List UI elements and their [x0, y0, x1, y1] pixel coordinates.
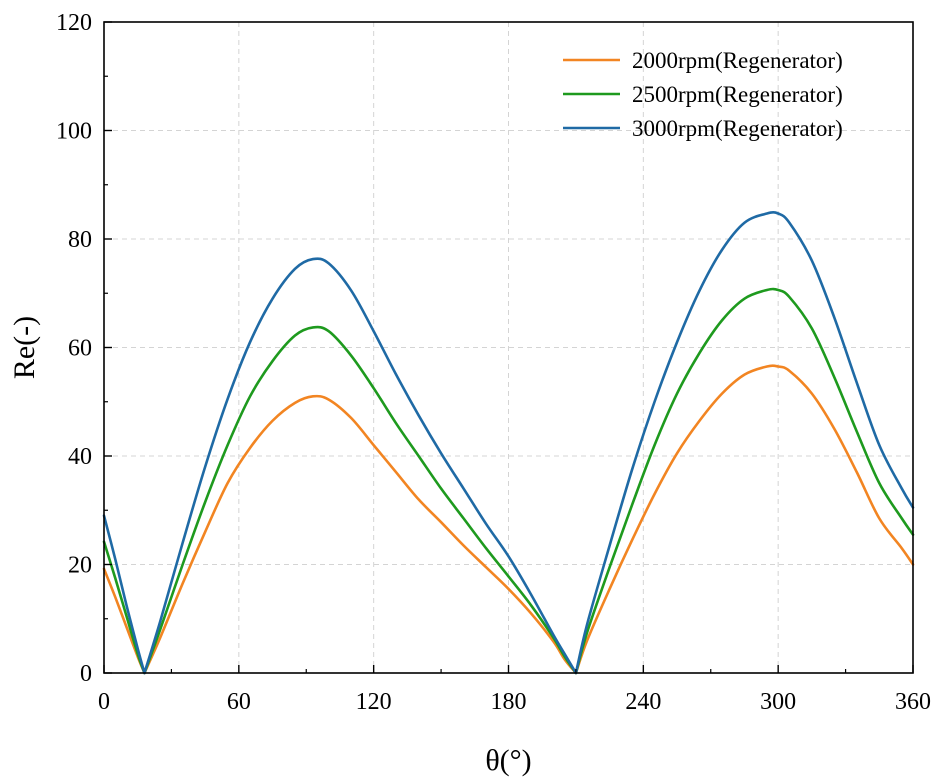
x-tick-label: 360	[895, 689, 931, 715]
y-tick-label: 100	[56, 119, 92, 145]
grid-lines	[104, 22, 913, 673]
axis-ticks: 0 60 120 180 240 300 360 0 20 40 60 80 100 120	[56, 10, 931, 715]
y-tick-label: 60	[68, 336, 92, 362]
x-tick-label: 240	[625, 689, 661, 715]
x-tick-label: 0	[98, 689, 110, 715]
y-tick-label: 0	[80, 661, 92, 687]
y-axis-title: Re(-)	[8, 316, 41, 379]
x-tick-label: 60	[227, 689, 251, 715]
x-axis-title: θ(°)	[485, 744, 531, 777]
series-lines	[102, 211, 915, 675]
y-tick-label: 80	[68, 227, 92, 253]
series-line-3	[102, 211, 915, 675]
x-tick-label: 180	[491, 689, 527, 715]
legend-label-2: 2500rpm(Regenerator)	[632, 82, 843, 107]
legend-label-3: 3000rpm(Regenerator)	[632, 116, 843, 141]
x-tick-label: 120	[356, 689, 392, 715]
y-tick-label: 20	[68, 553, 92, 579]
y-tick-label: 40	[68, 444, 92, 470]
legend-label-1: 2000rpm(Regenerator)	[632, 48, 843, 73]
y-tick-label: 120	[56, 10, 92, 36]
x-tick-label: 300	[760, 689, 796, 715]
legend: 2000rpm(Regenerator) 2500rpm(Regenerator)…	[563, 48, 843, 141]
